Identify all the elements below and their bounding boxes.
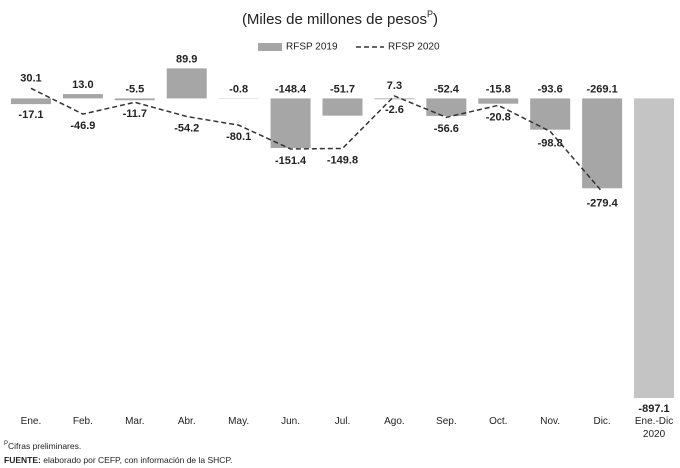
x-tick-label: May. (228, 416, 250, 427)
bar (322, 98, 363, 116)
bar (478, 98, 519, 104)
x-tick-label: Oct. (489, 416, 508, 427)
title-main: (Miles de millones de pesos (242, 11, 427, 28)
x-tick-label: Abr. (177, 416, 196, 427)
bar-value-label: -93.6 (538, 83, 563, 95)
title-end: ) (433, 11, 438, 28)
bar-value-label: 89.9 (176, 53, 197, 65)
source-text: elaborado por CEFP, con información de l… (43, 455, 233, 465)
bar (62, 94, 103, 99)
line (30, 87, 603, 193)
bar (634, 98, 675, 399)
line-value-label: -98.8 (538, 137, 563, 149)
line-value-label: -11.7 (123, 108, 147, 120)
line-value-label: 30.1 (20, 72, 41, 84)
line-value-label: -149.8 (327, 154, 358, 166)
bar (166, 68, 207, 99)
line-value-label: -56.6 (434, 123, 459, 135)
bar-value-label: -2.6 (385, 104, 404, 116)
bar (270, 98, 311, 148)
bar (114, 98, 155, 101)
bar-value-label: -897.1 (638, 403, 669, 415)
note-text: Cifras preliminares. (8, 441, 82, 451)
title-superscript: P (427, 9, 433, 19)
chart-title: (Miles de millones de pesosP) (242, 9, 438, 28)
bar-value-label: -0.8 (229, 83, 248, 95)
line-value-label: 7.3 (387, 80, 402, 92)
note-marker: P (4, 441, 9, 448)
line-value-label: -54.2 (174, 122, 199, 134)
line-value-label: -20.8 (486, 111, 511, 123)
legend-label: RFSP 2020 (388, 42, 440, 53)
x-tick-label: Sep. (436, 416, 457, 427)
bar-value-label: -17.1 (18, 109, 43, 121)
x-tick-label: Dic. (593, 416, 611, 427)
bar-value-label: -148.4 (275, 83, 307, 95)
legend-label: RFSP 2019 (286, 42, 338, 53)
legend-swatch (258, 43, 282, 51)
x-tick-label: Nov. (540, 416, 561, 427)
x-tick-label: Ene. (20, 416, 42, 427)
line-value-label: -80.1 (226, 131, 251, 143)
bar-value-label: -15.8 (486, 83, 511, 95)
bar (374, 98, 415, 100)
note: PCifras preliminares. (4, 441, 81, 451)
x-tick-label: Jun. (281, 416, 301, 427)
line-value-label: -279.4 (587, 198, 619, 210)
x-tick-label: Feb. (72, 416, 93, 427)
x-tick-label: Mar. (125, 416, 145, 427)
bar-value-label: -52.4 (434, 83, 460, 95)
x-tick-label: Ene.-Dic 2020 (634, 416, 674, 440)
x-tick-label: Jul. (334, 416, 351, 427)
line-value-label: -46.9 (70, 120, 95, 132)
bar-value-label: -5.5 (125, 83, 144, 95)
line-value-label: -151.4 (275, 155, 307, 167)
bar (10, 98, 51, 105)
bar-value-label: -269.1 (587, 83, 618, 95)
x-tick-label: Ago. (384, 416, 405, 427)
source-label: FUENTE: (4, 455, 41, 465)
source: FUENTE: elaborado por CEFP, con informac… (4, 455, 232, 465)
bar-value-label: -51.7 (330, 83, 355, 95)
bar (582, 98, 623, 189)
bar (426, 98, 467, 116)
bar-value-label: 13.0 (72, 79, 93, 91)
